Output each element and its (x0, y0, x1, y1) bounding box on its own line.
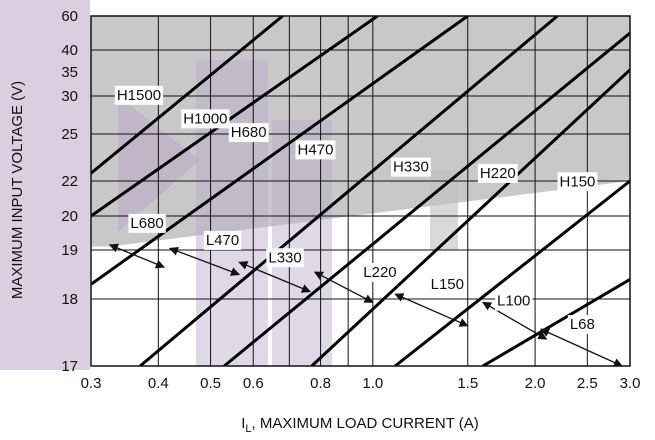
curve-label-box (391, 157, 431, 177)
y-tick-label: 22 (61, 173, 78, 190)
curve-label-box (266, 248, 304, 268)
curve-label-text: H220 (480, 165, 516, 182)
x-tick-label: 1.0 (362, 375, 383, 392)
series-line-h220 (310, 68, 630, 366)
y-tick-labels: 17 18 19 20 22 25 30 35 40 60 (61, 8, 78, 375)
arrow-l330 (238, 261, 311, 293)
y-tick-label: 30 (61, 88, 78, 105)
curve-label-h330: H330 (391, 157, 431, 177)
series-line-h1500 (91, 16, 284, 175)
curve-label-l150: L150 (428, 275, 466, 295)
l-arrows (108, 243, 623, 367)
y-tick-label: 40 (61, 42, 78, 59)
curve-label-h680: H680 (228, 123, 269, 143)
y-tick-label: 17 (61, 358, 78, 375)
plot-frame (90, 15, 631, 367)
series-line-h330 (223, 31, 630, 366)
series-line-h150 (394, 179, 630, 366)
arrow-l100 (482, 301, 548, 340)
curve-label-text: L150 (431, 276, 464, 293)
curve-label-text: H680 (231, 124, 267, 141)
x-tick-label: 0.5 (200, 375, 221, 392)
curve-label-box (557, 172, 598, 192)
x-tick-label: 0.8 (310, 375, 331, 392)
curve-label-box (361, 262, 399, 282)
curve-label-l68: L68 (567, 315, 597, 335)
curve-label-box (477, 163, 518, 183)
series-line-h470 (139, 16, 559, 366)
curve-label-box (228, 123, 269, 143)
series-line-h680 (91, 16, 469, 286)
curve-label-text: L220 (363, 264, 396, 281)
curve-label-box (428, 275, 466, 295)
x-tick-label: 3.0 (620, 375, 641, 392)
y-tick-label: 35 (61, 64, 78, 81)
y-tick-label: 25 (61, 126, 78, 143)
watermark-bar-left (0, 0, 90, 370)
watermark-bar-1 (196, 60, 268, 366)
curve-label-text: H470 (298, 141, 334, 158)
curve-label-box (128, 213, 166, 233)
curve-label-text: H1000 (183, 110, 227, 127)
curve-label-l680: L680 (128, 213, 166, 233)
watermark-triangle (118, 96, 200, 232)
arrow-l680 (108, 243, 165, 269)
x-tick-label: 0.3 (81, 375, 102, 392)
curve-label-box (567, 315, 597, 335)
curve-label-h1500: H1500 (114, 85, 164, 105)
curve-label-text: L68 (570, 316, 595, 333)
x-tick-label: 1.5 (457, 375, 478, 392)
curve-label-box (114, 85, 164, 105)
y-tick-label: 19 (61, 242, 78, 259)
curve-label-box (495, 291, 533, 311)
x-axis-title-prefix: I (241, 415, 245, 432)
curve-label-l220: L220 (361, 262, 399, 282)
x-tick-label: 0.4 (148, 375, 169, 392)
watermark-bar-3 (430, 170, 458, 250)
curve-label-box (295, 140, 336, 160)
arrow-l470 (168, 246, 241, 276)
x-axis-title-subscript: L (245, 423, 251, 435)
y-tick-label: 18 (61, 291, 78, 308)
curve-label-text: L330 (268, 249, 301, 266)
curve-label-box (203, 230, 242, 250)
x-axis-title: IL, MAXIMUM LOAD CURRENT (A) (241, 415, 479, 435)
curve-label-text: L100 (497, 293, 530, 310)
curve-label-l470: L470 (203, 230, 242, 250)
curve-label-h220: H220 (477, 163, 518, 183)
y-tick-label: 60 (61, 8, 78, 25)
curve-label-l100: L100 (495, 291, 533, 311)
x-tick-label: 2.5 (577, 375, 598, 392)
arrow-l150 (394, 293, 469, 327)
curve-label-l330: L330 (266, 248, 304, 268)
watermark-bar-2 (272, 120, 332, 366)
curve-label-text: L680 (130, 215, 163, 232)
curve-label-text: L470 (206, 232, 239, 249)
curve-label-h470: H470 (295, 140, 336, 160)
series-lines (91, 16, 630, 366)
arrow-l68 (540, 328, 623, 367)
y-tick-label: 20 (61, 208, 78, 225)
x-tick-label: 0.6 (243, 375, 264, 392)
series-line-h1000 (91, 16, 379, 218)
curve-label-text: H330 (393, 159, 429, 176)
y-axis-title: MAXIMUM INPUT VOLTAGE (V) (9, 81, 26, 299)
curve-label-h1000: H1000 (181, 109, 230, 129)
curve-label-box (181, 109, 230, 129)
arrow-l220 (313, 271, 374, 303)
curve-label-text: H1500 (117, 87, 161, 104)
x-tick-labels: 0.3 0.4 0.5 0.6 0.8 1.0 1.5 2.0 2.5 3.0 (81, 375, 641, 392)
curve-label-text: H150 (560, 173, 596, 190)
x-axis-title-suffix: , MAXIMUM LOAD CURRENT (A) (252, 415, 479, 432)
watermark-shapes (0, 0, 458, 370)
x-tick-label: 2.0 (525, 375, 546, 392)
series-line-l68 (482, 278, 630, 366)
curve-label-h150: H150 (557, 172, 598, 192)
